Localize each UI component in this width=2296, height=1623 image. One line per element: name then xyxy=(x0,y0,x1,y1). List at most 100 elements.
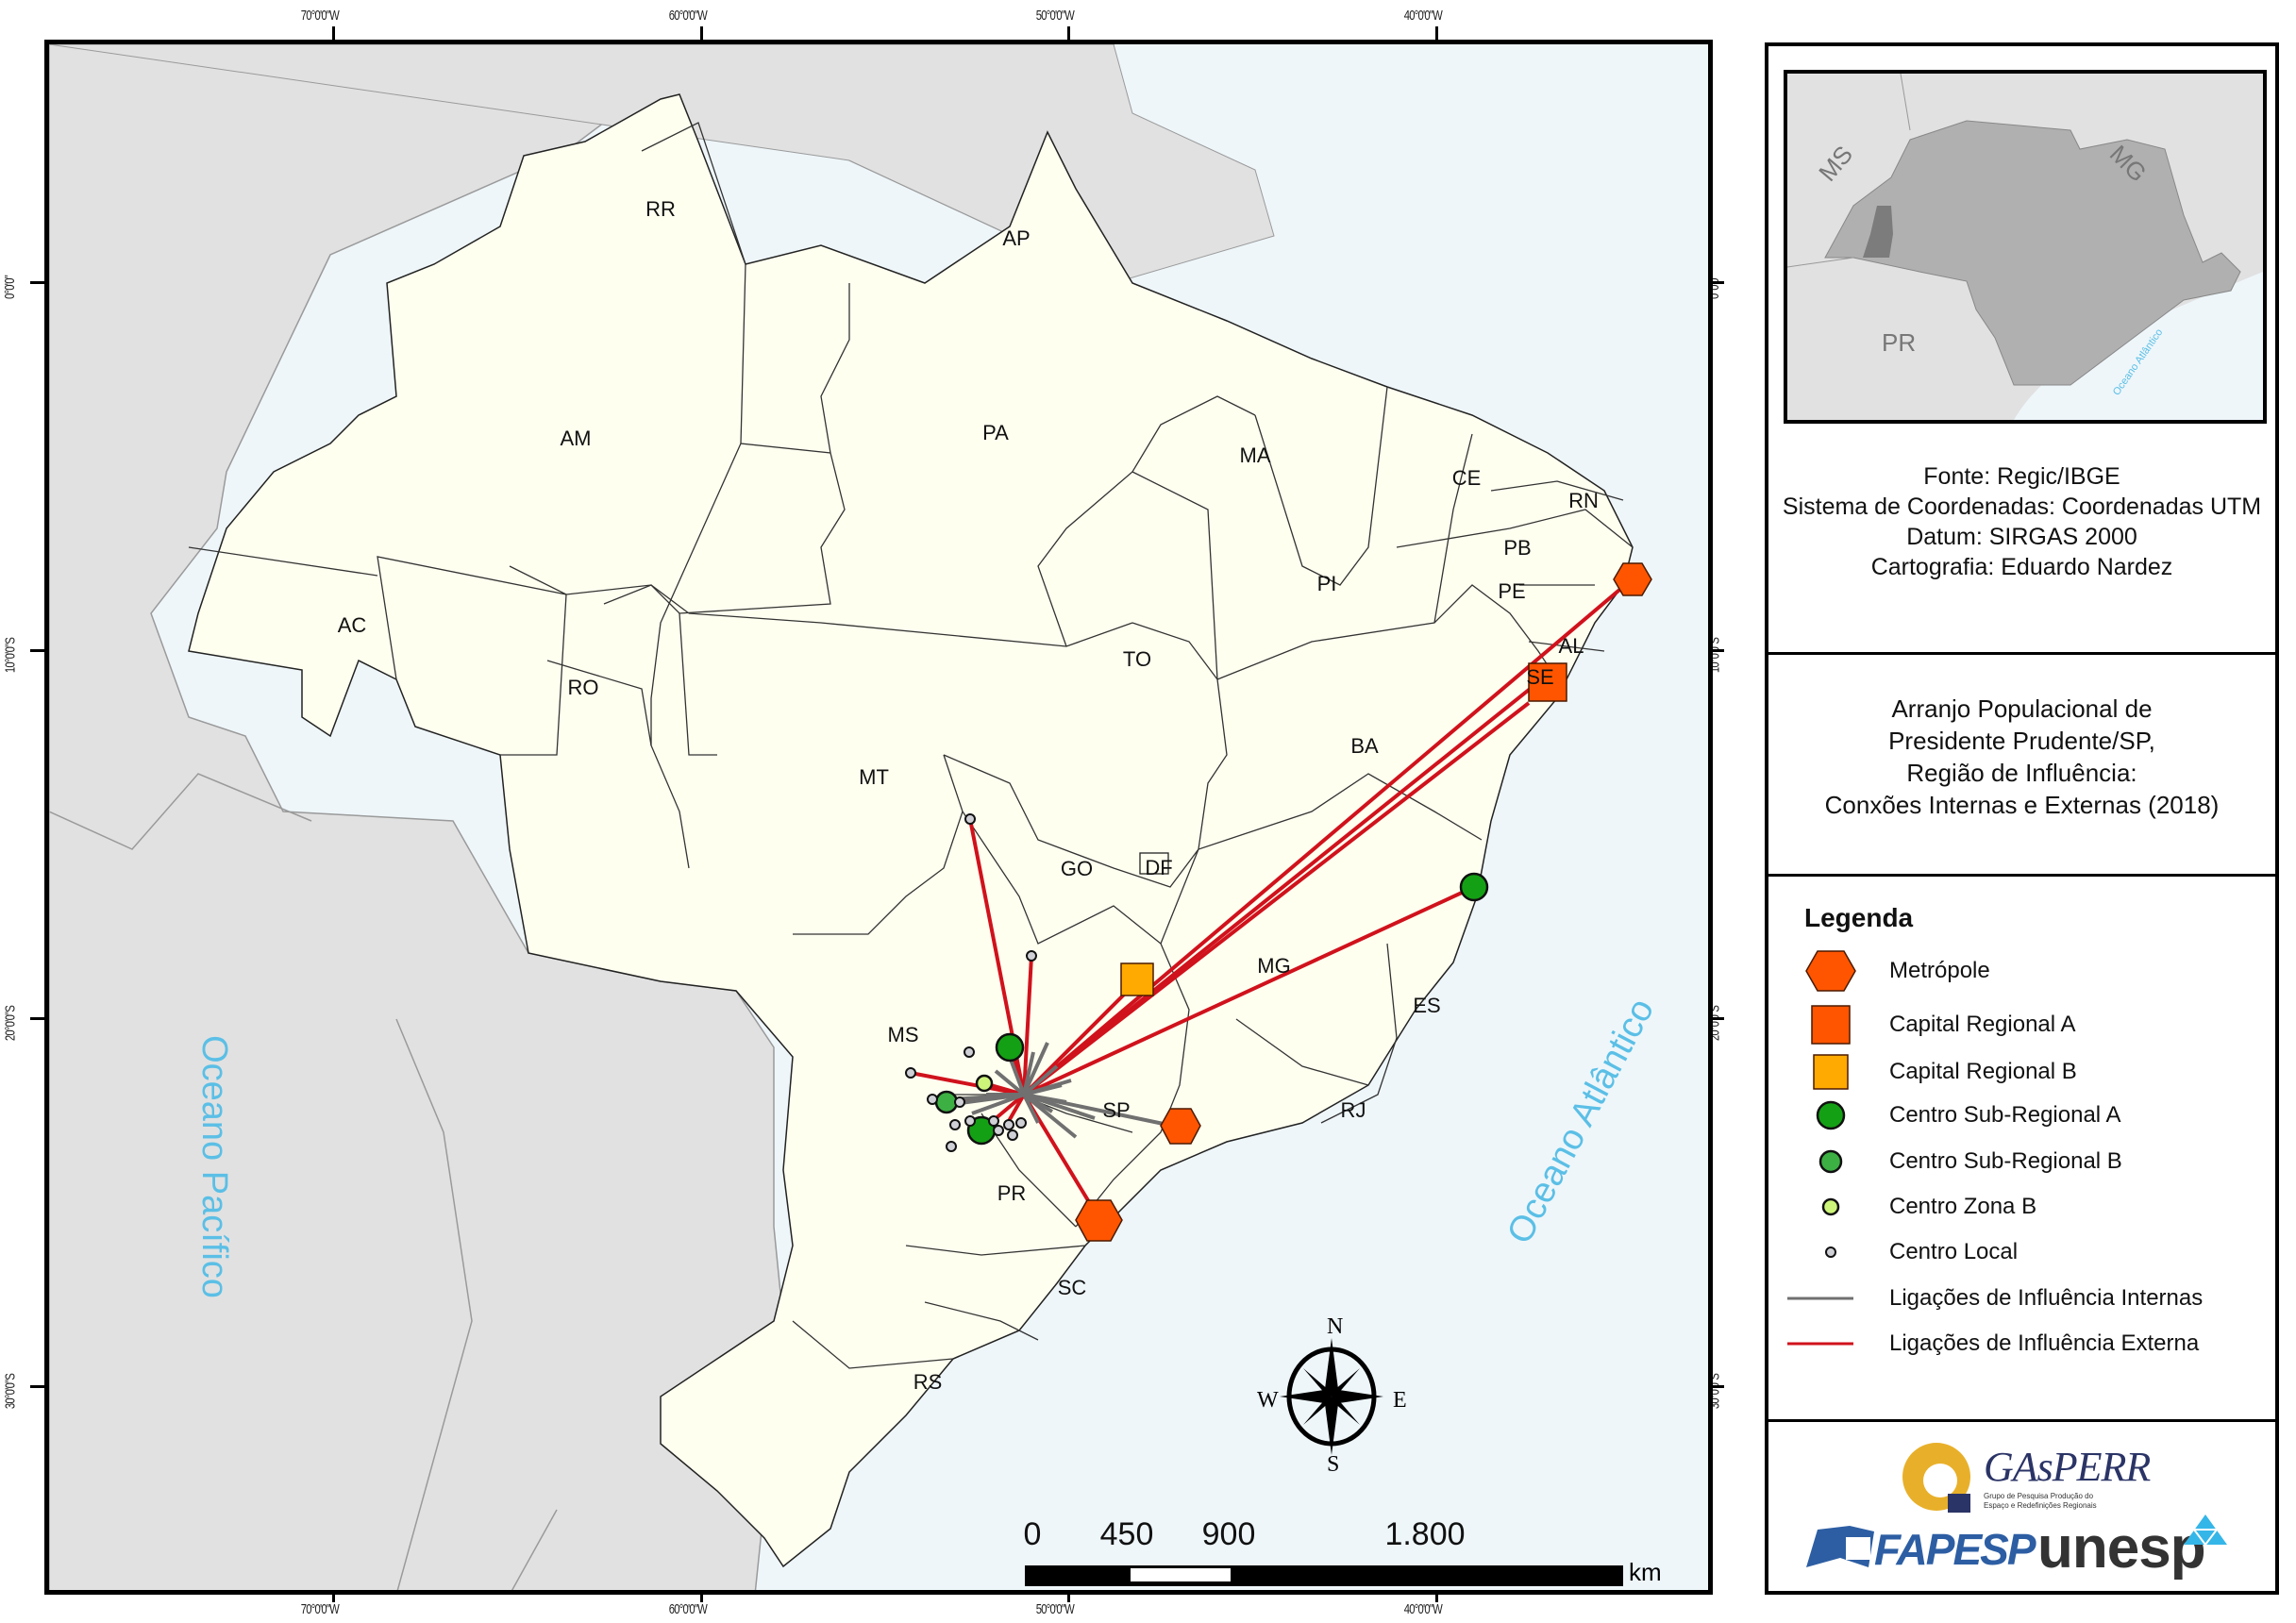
legend-title: Legenda xyxy=(1804,903,1914,932)
state-label-ro: RO xyxy=(567,676,599,699)
left-tick-label: 20°0'0"S xyxy=(2,1005,19,1042)
map-canvas xyxy=(49,44,1652,1590)
state-label-pi: PI xyxy=(1316,572,1337,595)
bottom-tick-label: 40°0'0"W xyxy=(1403,1601,1443,1617)
hexagon-icon xyxy=(1805,950,1856,992)
state-label-ap: AP xyxy=(1002,226,1031,250)
credit-source: Fonte: Regic/IBGE xyxy=(1923,463,2120,490)
gasperr-ring-icon xyxy=(1902,1443,1970,1513)
legend-item-local: Centro Local xyxy=(1768,1233,2275,1271)
square-red-icon xyxy=(1811,1005,1851,1045)
legend-label: Ligações de Influência Internas xyxy=(1889,1285,2204,1311)
zona-b-node xyxy=(975,1074,994,1093)
compass-n: N xyxy=(1327,1314,1344,1339)
inset-label-pr: PR xyxy=(1882,328,1917,357)
credit-datum: Datum: SIRGAS 2000 xyxy=(1906,524,2137,550)
external-links xyxy=(910,578,1633,1221)
inset-section: MS MG PR Oceano Atlântico Fonte: Regic/I… xyxy=(1768,46,2275,655)
legend-item-sub-regional-a: Centro Sub-Regional A xyxy=(1768,1096,2275,1134)
local-nodes xyxy=(905,813,1037,1152)
inset-canvas xyxy=(1787,74,2263,420)
gasperr-wordmark: GAsPERR xyxy=(1984,1444,2151,1490)
left-tick-label: 30°0'0"S xyxy=(2,1373,19,1410)
top-tick-label: 40°0'0"W xyxy=(1403,8,1443,24)
legend-label: Centro Sub-Regional B xyxy=(1889,1148,2122,1174)
sub-regional-b-node xyxy=(934,1090,959,1114)
state-label-se: SE xyxy=(1526,665,1554,689)
credit-coord-system: Sistema de Coordenadas: Coordenadas UTM xyxy=(1782,494,2262,520)
scale-unit: km xyxy=(1629,1558,1662,1586)
state-label-es: ES xyxy=(1413,994,1441,1017)
state-label-to: TO xyxy=(1122,647,1152,671)
legend-label: Centro Sub-Regional A xyxy=(1889,1102,2121,1128)
credit-cartography: Cartografia: Eduardo Nardez xyxy=(1870,554,2173,580)
state-label-df: DF xyxy=(1145,856,1173,879)
bottom-tick-label: 70°0'0"W xyxy=(300,1601,340,1617)
legend-item-internal-links: Ligações de Influência Internas xyxy=(1768,1280,2275,1317)
state-label-ma: MA xyxy=(1239,443,1271,467)
scale-label: 900 xyxy=(1201,1516,1256,1552)
ocean-label-pacific: Oceano Pacífico xyxy=(193,1035,234,1298)
legend-label: Centro Zona B xyxy=(1889,1194,2037,1219)
credits: Fonte: Regic/IBGE Sistema de Coordenadas… xyxy=(1768,461,2275,582)
line-grey-icon xyxy=(1787,1297,1853,1300)
compass-rose xyxy=(1280,1338,1383,1455)
state-label-rn: RN xyxy=(1568,489,1599,512)
capital-regional-b-node xyxy=(1120,962,1154,996)
fapesp-flag-icon xyxy=(1806,1526,1874,1567)
state-label-sp: SP xyxy=(1102,1098,1131,1122)
legend-label: Capital Regional A xyxy=(1889,1012,2076,1037)
top-tick-label: 50°0'0"W xyxy=(1035,8,1075,24)
capital-regional-a-node xyxy=(1528,662,1567,702)
legend-section: Legenda Metrópole Capital Regional A Cap… xyxy=(1768,877,2275,1422)
compass-s: S xyxy=(1327,1452,1340,1477)
bottom-tick-label: 60°0'0"W xyxy=(668,1601,708,1617)
state-label-pe: PE xyxy=(1498,579,1526,603)
state-label-pb: PB xyxy=(1503,536,1532,560)
legend-item-zona-b: Centro Zona B xyxy=(1768,1188,2275,1226)
compass-w: W xyxy=(1257,1388,1279,1413)
title-line-2: Presidente Prudente/SP, xyxy=(1888,727,2155,755)
main-map[interactable]: RR AP AM PA MA CE RN PB PE PI AL SE AC T… xyxy=(44,40,1713,1595)
legend-item-capital-b: Capital Regional B xyxy=(1768,1053,2275,1091)
title-section: Arranjo Populacional de Presidente Prude… xyxy=(1768,655,2275,877)
inset-map[interactable]: MS MG PR Oceano Atlântico xyxy=(1784,70,2267,424)
side-panel: MS MG PR Oceano Atlântico Fonte: Regic/I… xyxy=(1765,42,2279,1595)
df-box xyxy=(1139,852,1169,875)
top-tick-label: 60°0'0"W xyxy=(668,8,708,24)
legend-item-external-links: Ligações de Influência Externa xyxy=(1768,1325,2275,1363)
brazil-outline xyxy=(188,93,1634,1568)
line-red-icon xyxy=(1787,1342,1853,1346)
state-label-sc: SC xyxy=(1057,1276,1087,1299)
state-label-ba: BA xyxy=(1350,734,1379,758)
circle-large-green-icon xyxy=(1816,1100,1846,1130)
gasperr-subtitle-1: Grupo de Pesquisa Produção do xyxy=(1984,1492,2094,1500)
title-line-3: Região de Influência: xyxy=(1906,759,2137,787)
legend-label: Ligações de Influência Externa xyxy=(1889,1330,2200,1356)
scale-label: 1.800 xyxy=(1384,1516,1466,1552)
state-borders xyxy=(188,122,1634,1369)
circle-medium-green-icon xyxy=(1818,1149,1843,1174)
state-label-ac: AC xyxy=(337,613,367,637)
state-label-ms: MS xyxy=(887,1023,919,1046)
unesp-wordmark: unesp xyxy=(2037,1515,2206,1581)
scale-bar: 0 450 900 1.800 km xyxy=(1012,1516,1691,1590)
state-label-rs: RS xyxy=(913,1370,943,1394)
state-label-pa: PA xyxy=(982,421,1009,444)
state-label-rj: RJ xyxy=(1340,1098,1366,1122)
state-label-ce: CE xyxy=(1451,466,1482,490)
gasperr-logo-mark xyxy=(1901,1441,1986,1514)
legend-item-metropole: Metrópole xyxy=(1768,950,2275,992)
title-line-4: Conxões Internas e Externas (2018) xyxy=(1824,791,2220,819)
scale-label: 450 xyxy=(1099,1516,1154,1552)
legend-label: Capital Regional B xyxy=(1889,1059,2077,1084)
state-label-rr: RR xyxy=(645,197,676,221)
state-label-pr: PR xyxy=(997,1181,1027,1205)
state-label-mg: MG xyxy=(1257,954,1291,978)
compass-e: E xyxy=(1393,1388,1407,1413)
left-tick-label: 10°0'0"S xyxy=(2,637,19,674)
state-label-am: AM xyxy=(560,427,592,450)
state-label-mt: MT xyxy=(859,765,889,789)
fapesp-wordmark: FAPESP xyxy=(1874,1525,2036,1574)
title-line-1: Arranjo Populacional de xyxy=(1891,694,2153,723)
